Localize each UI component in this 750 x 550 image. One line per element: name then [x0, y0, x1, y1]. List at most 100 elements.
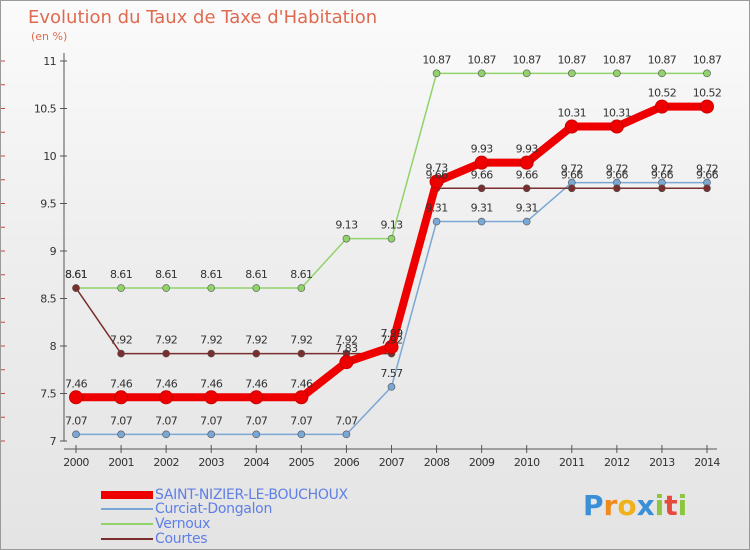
- data-point: [117, 349, 125, 358]
- data-label: 7.46: [200, 377, 223, 390]
- x-tick-label: 2012: [604, 456, 630, 469]
- data-label: 7.07: [200, 414, 223, 427]
- legend-item-courtes: Courtes: [101, 531, 208, 547]
- data-point: [567, 184, 576, 193]
- data-label: 9.66: [651, 168, 674, 181]
- data-point: [297, 430, 306, 439]
- data-label: 10.87: [693, 53, 722, 66]
- data-label: 7.46: [245, 377, 268, 390]
- data-point: [387, 234, 396, 243]
- data-label: 10.52: [648, 87, 677, 100]
- data-point: [474, 155, 489, 170]
- legend-label: Curciat-Dongalon: [155, 501, 273, 517]
- logo-letter: r: [603, 489, 618, 522]
- logo-letter: i: [654, 489, 665, 522]
- data-label: 9.72: [651, 163, 673, 176]
- x-tick-label: 2004: [243, 456, 269, 469]
- data-point: [342, 430, 351, 439]
- data-label: 8.61: [65, 268, 87, 281]
- data-label: 9.13: [335, 219, 358, 232]
- x-tick-label: 2003: [198, 456, 224, 469]
- data-label: 7.92: [200, 334, 222, 347]
- proxiti-logo: Proxiti: [583, 489, 687, 522]
- legend-swatch: [101, 508, 153, 510]
- data-label: 7.07: [245, 414, 268, 427]
- data-point: [658, 69, 666, 78]
- data-point: [613, 184, 621, 193]
- data-point: [114, 390, 129, 405]
- data-label: 7.07: [290, 414, 313, 427]
- data-point: [477, 184, 486, 193]
- data-label: 8.61: [200, 268, 222, 281]
- data-point: [703, 184, 711, 193]
- data-label: 7.92: [335, 334, 357, 347]
- y-tick-label: 7.5: [40, 388, 56, 401]
- x-tick-label: 2007: [379, 456, 405, 469]
- y-tick-label: 9: [50, 245, 57, 258]
- data-label: 7.07: [110, 414, 133, 427]
- data-point: [297, 349, 306, 358]
- data-label: 7.92: [290, 334, 312, 347]
- data-label: 7.57: [380, 367, 403, 380]
- data-label: 9.66: [516, 168, 539, 181]
- data-point: [252, 349, 261, 358]
- data-label: 9.73: [426, 162, 449, 175]
- data-label: 7.92: [380, 334, 402, 347]
- data-point: [159, 390, 174, 405]
- data-label: 7.83: [335, 342, 358, 355]
- data-point: [117, 284, 125, 292]
- data-point: [700, 99, 714, 114]
- data-point: [519, 155, 534, 170]
- y-tick-label: 9.5: [40, 198, 56, 211]
- logo-letter: i: [677, 489, 688, 522]
- x-tick-label: 2013: [649, 456, 675, 469]
- x-tick-label: 2009: [469, 456, 495, 469]
- data-point: [162, 430, 170, 439]
- data-label: 9.31: [426, 202, 448, 215]
- data-point: [522, 69, 531, 78]
- x-tick-label: 2001: [108, 456, 134, 469]
- data-point: [162, 284, 170, 292]
- x-tick-label: 2002: [153, 456, 179, 469]
- legend-label: SAINT-NIZIER-LE-BOUCHOUX: [155, 487, 348, 503]
- data-label: 10.87: [422, 53, 451, 66]
- data-label: 7.46: [110, 377, 133, 390]
- data-label: 7.46: [65, 377, 88, 390]
- data-point: [117, 430, 125, 439]
- data-label: 7.46: [155, 377, 178, 390]
- data-point: [477, 69, 486, 78]
- data-point: [72, 430, 80, 439]
- x-tick-label: 2008: [424, 456, 450, 469]
- data-point: [384, 339, 399, 354]
- data-label: 9.66: [426, 168, 449, 181]
- legend-swatch: [101, 491, 153, 499]
- data-label: 9.93: [471, 143, 494, 156]
- data-label: 7.46: [290, 377, 313, 390]
- data-label: 9.93: [516, 143, 539, 156]
- data-label: 9.66: [606, 168, 629, 181]
- legend-swatch: [101, 538, 153, 540]
- data-label: 9.66: [471, 168, 494, 181]
- data-label: 7.92: [110, 334, 132, 347]
- data-point: [252, 284, 261, 292]
- data-point: [522, 184, 531, 193]
- data-point: [72, 284, 80, 292]
- data-label: 10.31: [558, 107, 587, 120]
- data-point: [294, 390, 309, 405]
- legend-item-curciat-dongalon: Curciat-Dongalon: [101, 501, 273, 517]
- x-tick-label: 2005: [289, 456, 315, 469]
- data-point: [567, 69, 576, 78]
- logo-letter: x: [636, 489, 655, 522]
- logo-letter: t: [664, 489, 678, 522]
- x-tick-label: 2011: [559, 456, 585, 469]
- data-point: [207, 349, 216, 358]
- data-label: 9.31: [471, 202, 493, 215]
- data-label: 9.72: [606, 163, 628, 176]
- data-point: [204, 390, 219, 405]
- data-label: 10.87: [558, 53, 587, 66]
- y-tick-label: 10.5: [34, 103, 57, 116]
- data-label: 7.92: [155, 334, 177, 347]
- data-label: 7.92: [245, 334, 267, 347]
- data-point: [658, 184, 666, 193]
